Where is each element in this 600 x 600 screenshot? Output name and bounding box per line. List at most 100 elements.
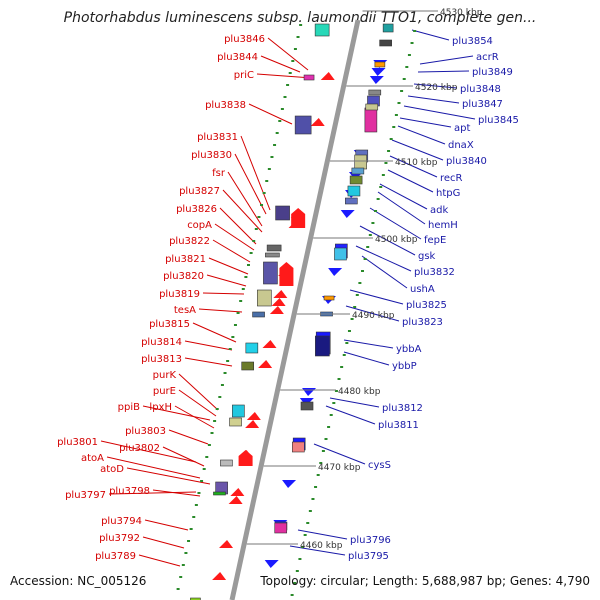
gene-label-right[interactable]: cysS	[368, 460, 391, 471]
gene-arrow	[328, 268, 343, 276]
gene-label-right[interactable]: plu3847	[462, 99, 503, 110]
gene-label-right[interactable]: plu3825	[406, 300, 447, 311]
gene-block	[252, 311, 265, 318]
gene-label-left[interactable]: plu3844	[217, 52, 258, 63]
gene-block	[265, 252, 280, 258]
gene-label-right[interactable]: plu3849	[472, 67, 513, 78]
gene-label-left[interactable]: plu3838	[205, 100, 246, 111]
leader-line	[162, 446, 205, 467]
gene-label-right[interactable]: plu3832	[414, 267, 455, 278]
gene-label-right[interactable]: plu3811	[378, 420, 419, 431]
gene-label-right[interactable]: acrR	[476, 52, 499, 63]
tick-mark	[413, 30, 417, 32]
gene-label-right[interactable]: ybbP	[392, 361, 417, 372]
leader-line	[174, 405, 215, 429]
gene-label-right[interactable]: hemH	[428, 220, 458, 231]
gene-label-right[interactable]: ybbA	[396, 344, 422, 355]
gene-arrow	[271, 298, 286, 306]
gene-label-right[interactable]: dnaX	[448, 140, 474, 151]
leader-line	[325, 405, 376, 425]
leader-line	[407, 95, 460, 104]
gene-block	[263, 261, 278, 285]
gene-label-left[interactable]: purK	[153, 370, 177, 381]
gene-label-left[interactable]: ppiB	[118, 402, 140, 413]
tick-mark	[303, 534, 307, 536]
gene-label-right[interactable]: plu3812	[382, 403, 423, 414]
gene-label-left[interactable]: tesA	[174, 305, 196, 316]
gene-label-right[interactable]: recR	[440, 173, 463, 184]
leader-line	[184, 340, 233, 351]
gene-large-arrow	[291, 208, 306, 228]
scale-label: 4480 kbp	[338, 387, 381, 397]
gene-label-left[interactable]: plu3802	[119, 443, 160, 454]
gene-label-left[interactable]: plu3820	[163, 271, 204, 282]
gene-label-right[interactable]: ushA	[410, 284, 435, 295]
leader-line	[297, 529, 348, 540]
gene-block	[379, 39, 392, 47]
gene-label-left[interactable]: plu3814	[141, 337, 182, 348]
gene-label-right[interactable]: plu3848	[460, 84, 501, 95]
gene-label-right[interactable]: htpG	[436, 188, 460, 199]
gene-label-left[interactable]: plu3797	[65, 490, 106, 501]
gene-label-right[interactable]: plu3823	[402, 317, 443, 328]
leader-line	[417, 70, 470, 73]
gene-label-right[interactable]: plu3840	[446, 156, 487, 167]
gene-label-left[interactable]: lpxH	[149, 402, 172, 413]
gene-label-left[interactable]: plu3813	[141, 354, 182, 365]
gene-label-left[interactable]: purE	[153, 386, 176, 397]
leader-line	[345, 305, 400, 322]
tick-mark	[296, 36, 300, 38]
gene-label-left[interactable]: plu3789	[95, 551, 136, 562]
gene-label-left[interactable]: plu3831	[197, 132, 238, 143]
gene-label-left[interactable]: plu3830	[191, 150, 232, 161]
tick-mark	[181, 564, 185, 566]
gene-label-right[interactable]: plu3845	[478, 115, 519, 126]
leader-line	[214, 223, 255, 251]
gene-label-left[interactable]: atoD	[100, 464, 124, 475]
gene-label-left[interactable]: copA	[187, 220, 212, 231]
tick-mark	[288, 72, 292, 74]
leader-line	[411, 29, 450, 41]
gene-large-arrow	[279, 262, 294, 286]
gene-label-left[interactable]: fsr	[212, 168, 226, 179]
gene-label-left[interactable]: priC	[234, 70, 254, 81]
tick-mark	[213, 420, 217, 422]
tick-mark	[223, 372, 227, 374]
gene-block	[347, 185, 361, 197]
gene-label-right[interactable]: plu3796	[350, 535, 391, 546]
tick-mark	[176, 588, 180, 590]
leader-line	[343, 351, 390, 366]
gene-labels[interactable]: plu3846 plu3844 priC plu3838 plu3831 plu3830 f…	[57, 34, 519, 562]
gene-label-left[interactable]: plu3821	[165, 254, 206, 265]
gene-label-left[interactable]: plu3819	[159, 289, 200, 300]
tick-mark	[363, 258, 367, 260]
gene-arrow	[371, 68, 386, 76]
gene-label-left[interactable]: plu3822	[169, 236, 210, 247]
gene-label-right[interactable]: plu3795	[348, 551, 389, 562]
tick-mark	[381, 174, 385, 176]
leader-line	[379, 183, 428, 210]
gene-label-left[interactable]: plu3792	[99, 533, 140, 544]
gene-label-left[interactable]: plu3794	[101, 516, 142, 527]
gene-label-left[interactable]: plu3801	[57, 437, 98, 448]
leader-line	[106, 456, 201, 479]
gene-label-right[interactable]: gsk	[418, 251, 436, 262]
tick-mark	[301, 546, 305, 548]
gene-label-right[interactable]: apt	[454, 123, 470, 134]
gene-label-left[interactable]: plu3803	[125, 426, 166, 437]
gene-block	[232, 404, 245, 418]
gene-arrow	[230, 488, 245, 496]
gene-label-left[interactable]: plu3826	[176, 204, 217, 215]
gene-label-left[interactable]: plu3815	[149, 319, 190, 330]
gene-label-left[interactable]: atoA	[81, 453, 104, 464]
gene-label-right[interactable]: plu3854	[452, 36, 493, 47]
gene-label-left[interactable]: plu3846	[224, 34, 265, 45]
gene-label-left[interactable]: plu3827	[179, 186, 220, 197]
gene-label-left[interactable]: plu3798	[109, 486, 150, 497]
gene-label-right[interactable]: adk	[430, 205, 448, 216]
tick-mark	[275, 132, 279, 134]
gene-block	[351, 167, 365, 175]
tick-mark	[311, 498, 315, 500]
gene-label-right[interactable]: fepE	[424, 235, 446, 246]
tick-mark	[384, 162, 388, 164]
